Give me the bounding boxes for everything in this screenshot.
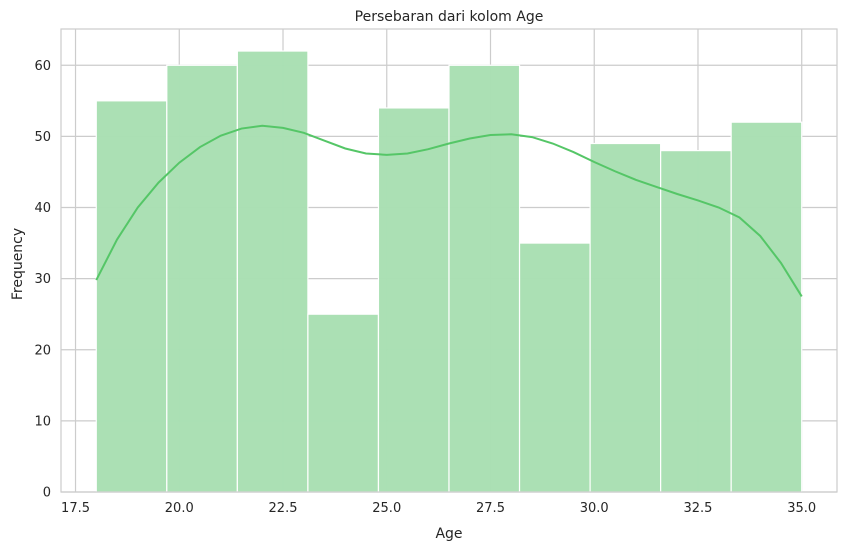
y-tick-label: 0 bbox=[43, 486, 51, 501]
x-tick-label: 27.5 bbox=[476, 501, 505, 516]
x-tick-label: 30.0 bbox=[580, 501, 609, 516]
histogram-bar bbox=[166, 64, 238, 493]
plot-frame bbox=[60, 28, 838, 493]
histogram-bar bbox=[589, 142, 662, 493]
y-tick-label: 40 bbox=[34, 201, 51, 216]
histogram-bars bbox=[95, 50, 803, 493]
histogram-bar bbox=[95, 100, 168, 493]
chart-title: Persebaran dari kolom Age bbox=[355, 9, 544, 25]
y-tick-label: 60 bbox=[34, 59, 51, 74]
y-tick-label: 50 bbox=[34, 130, 51, 145]
y-tick-label: 20 bbox=[34, 343, 51, 358]
histogram-bar bbox=[307, 313, 380, 493]
x-tick-label: 17.5 bbox=[61, 501, 90, 516]
kde-curve bbox=[95, 124, 803, 297]
y-tick-label: 10 bbox=[34, 414, 51, 429]
x-tick-label: 22.5 bbox=[269, 501, 298, 516]
histogram-bar bbox=[448, 64, 521, 493]
histogram-bar bbox=[730, 121, 803, 493]
histogram-bar bbox=[660, 150, 732, 493]
x-axis-label: Age bbox=[435, 526, 462, 542]
histogram-bar bbox=[518, 242, 591, 493]
x-axis-ticks: 17.5 20.0 22.5 25.0 27.5 30.0 32.5 35.0 bbox=[61, 501, 816, 516]
x-tick-label: 20.0 bbox=[165, 501, 194, 516]
y-tick-label: 30 bbox=[34, 272, 51, 287]
y-axis-label: Frequency bbox=[10, 228, 26, 300]
x-tick-label: 25.0 bbox=[372, 501, 401, 516]
y-axis-ticks: 0 10 20 30 40 50 60 bbox=[34, 59, 51, 501]
histogram-bar bbox=[236, 50, 309, 493]
x-tick-label: 32.5 bbox=[684, 501, 713, 516]
x-tick-label: 35.0 bbox=[787, 501, 816, 516]
histogram-bar bbox=[377, 107, 450, 493]
